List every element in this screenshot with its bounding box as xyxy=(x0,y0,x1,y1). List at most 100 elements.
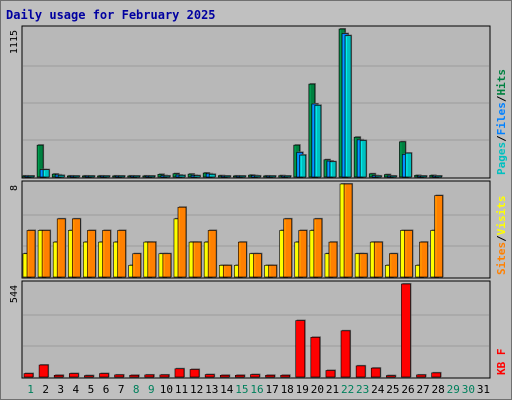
bar-sites-day-12-body xyxy=(192,241,202,278)
bar-kb-f-day-26-body xyxy=(401,283,411,378)
bar-pages-day-13-highlight xyxy=(210,175,212,176)
bar-visits-day-21-highlight xyxy=(325,254,327,276)
bar-sites-day-1-body xyxy=(26,230,36,278)
bar-sites-day-24-body xyxy=(373,241,383,278)
bar-sites-day-16 xyxy=(253,252,263,278)
x-tick-label-day-31: 31 xyxy=(477,383,490,396)
bar-kb-f-day-18 xyxy=(280,374,291,378)
bar-sites-day-24 xyxy=(373,241,384,278)
bar-sites-day-7-highlight xyxy=(118,231,120,276)
bar-sites-day-17-body xyxy=(268,265,277,278)
bar-sites-day-1 xyxy=(26,229,36,278)
bar-pages-day-19-highlight xyxy=(300,156,302,176)
bar-hits-day-21-highlight xyxy=(324,160,326,176)
bar-pages-day-14 xyxy=(223,175,232,178)
bar-visits-day-13-highlight xyxy=(205,243,207,276)
bar-pages-day-17-body xyxy=(269,175,276,178)
bar-visits-day-14-highlight xyxy=(220,266,222,276)
bar-kb-f-day-24-body xyxy=(370,367,381,378)
bar-kb-f-day-25-body xyxy=(386,375,396,378)
bar-kb-f-day-24 xyxy=(370,367,382,378)
bar-kb-f-day-7 xyxy=(114,373,125,378)
bar-pages-day-2-highlight xyxy=(44,170,46,176)
bar-kb-f-day-4 xyxy=(68,372,80,378)
bar-sites-day-11-body xyxy=(177,206,187,278)
bar-files-day-22-highlight xyxy=(343,34,345,177)
bar-sites-day-14 xyxy=(222,264,233,278)
bar-kb-f-day-19-highlight xyxy=(296,321,298,376)
bar-kb-f-day-17-body xyxy=(265,374,275,378)
bar-visits-day-22-highlight xyxy=(341,185,343,276)
x-tick-label-day-12: 12 xyxy=(190,383,203,396)
legend-entry: / xyxy=(495,235,508,242)
bar-sites-day-10 xyxy=(162,252,172,278)
bar-visits-day-19-highlight xyxy=(295,243,297,276)
bar-sites-day-3 xyxy=(56,217,67,278)
bar-pages-day-26-highlight xyxy=(406,154,408,176)
bar-sites-day-4-body xyxy=(71,218,81,278)
bar-kb-f-day-12-body xyxy=(189,369,200,378)
bar-sites-day-4-highlight xyxy=(73,219,75,276)
bar-kb-f-day-15 xyxy=(235,374,246,378)
bar-sites-day-27-body xyxy=(419,241,428,278)
bar-visits-day-9-highlight xyxy=(144,243,146,276)
bar-pages-day-21 xyxy=(329,160,337,178)
bar-pages-day-12 xyxy=(193,174,202,178)
bar-sites-day-15-body xyxy=(238,241,247,278)
panel-middle-ymax-label: 8 xyxy=(9,185,20,191)
bar-kb-f-day-20 xyxy=(310,336,321,378)
bar-sites-day-23-body xyxy=(358,253,368,278)
bar-sites-day-16-highlight xyxy=(254,254,256,276)
bar-visits-day-2-highlight xyxy=(39,231,41,276)
bar-kb-f-day-19 xyxy=(295,319,306,378)
bar-visits-day-23-highlight xyxy=(356,254,358,276)
bar-pages-day-22-highlight xyxy=(346,36,348,176)
bar-kb-f-day-2-body xyxy=(38,364,49,378)
bar-sites-day-20-body xyxy=(313,218,323,278)
bar-kb-f-day-12 xyxy=(189,368,201,378)
bar-sites-day-19-body xyxy=(298,230,308,278)
legend-entry: Sites xyxy=(495,242,508,275)
x-tick-label-day-7: 7 xyxy=(118,383,125,396)
bar-kb-f-day-21-body xyxy=(325,370,336,378)
bar-files-day-13-highlight xyxy=(207,174,209,176)
panel-bottom-ymax-label: 544 xyxy=(9,285,20,303)
bar-hits-day-20-highlight xyxy=(309,85,311,176)
bar-visits-day-25-highlight xyxy=(386,266,388,276)
bar-kb-f-day-3-body xyxy=(53,374,64,378)
bar-pages-day-3-body xyxy=(57,175,65,178)
bar-pages-day-20-body xyxy=(314,105,322,178)
bar-kb-f-day-19-body xyxy=(295,320,306,378)
bar-pages-day-25 xyxy=(390,175,398,178)
x-tick-label-day-6: 6 xyxy=(103,383,110,396)
bar-kb-f-day-22 xyxy=(340,329,352,378)
bar-sites-day-8-highlight xyxy=(133,254,135,276)
bar-pages-day-23-highlight xyxy=(361,141,363,176)
panel-top-legend: Pages/Files/Hits xyxy=(495,69,508,175)
bar-visits-day-8-highlight xyxy=(129,266,131,276)
x-tick-label-day-5: 5 xyxy=(88,383,95,396)
bar-pages-day-6 xyxy=(103,175,111,178)
bar-sites-day-27 xyxy=(419,241,429,278)
bar-sites-day-23 xyxy=(358,252,369,278)
bar-pages-day-21-body xyxy=(329,161,337,178)
bar-pages-day-11 xyxy=(178,174,186,178)
bar-kb-f-day-17 xyxy=(265,374,276,378)
bar-pages-day-24 xyxy=(374,174,383,178)
bar-kb-f-day-23-body xyxy=(355,365,366,378)
x-tick-label-day-23: 23 xyxy=(356,383,369,396)
x-tick-label-day-26: 26 xyxy=(401,383,414,396)
bar-pages-day-5 xyxy=(88,175,96,178)
bar-kb-f-day-5 xyxy=(84,374,95,378)
bar-visits-day-15-highlight xyxy=(235,266,237,276)
bar-sites-day-22-body xyxy=(343,183,353,278)
bar-files-day-21-highlight xyxy=(327,162,329,176)
bar-pages-day-2-body xyxy=(42,169,50,178)
bar-pages-day-14-body xyxy=(223,175,231,178)
bar-kb-f-day-22-highlight xyxy=(342,331,344,376)
bar-sites-day-20 xyxy=(313,217,323,278)
x-tick-label-day-25: 25 xyxy=(386,383,399,396)
bar-pages-day-6-body xyxy=(103,175,110,178)
bar-hits-day-22-highlight xyxy=(340,30,342,176)
bar-pages-day-7-body xyxy=(118,175,125,178)
